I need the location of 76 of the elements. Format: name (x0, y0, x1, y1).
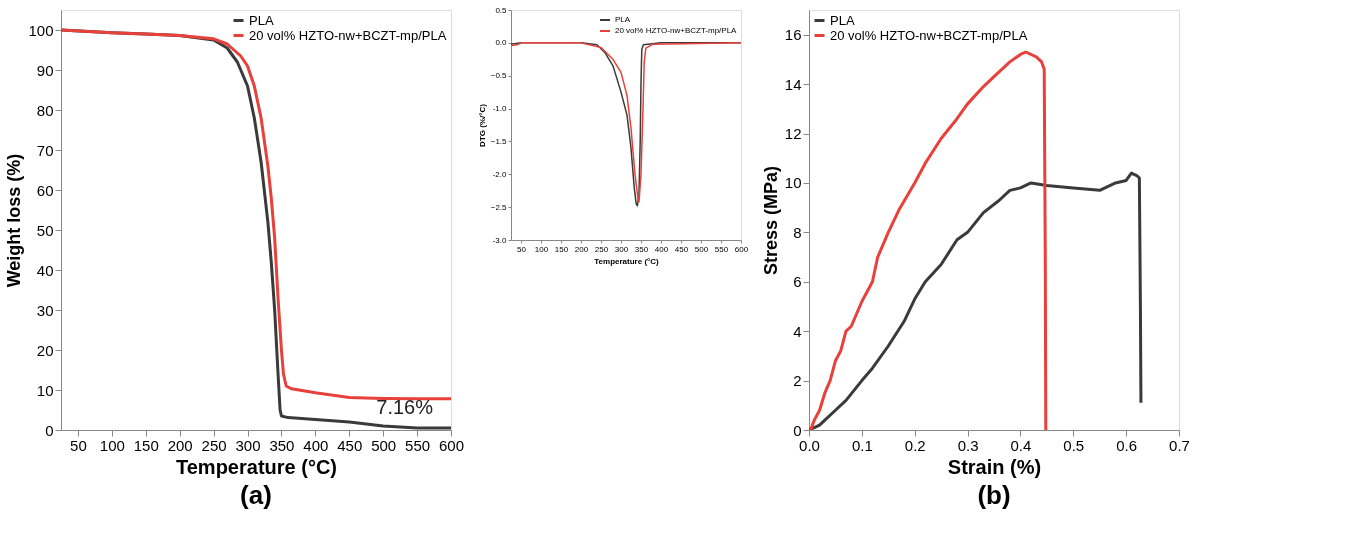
y-axis-title: DTG (%/°C) (477, 103, 487, 147)
y-tick-label: 10 (784, 174, 802, 192)
y-axis-title: Weight loss (%) (4, 153, 25, 288)
y-tick-label: 60 (36, 181, 54, 199)
x-tick-label: 500 (371, 436, 397, 454)
x-tick-label: 50 (517, 244, 527, 254)
x-tick-label: 450 (337, 436, 363, 454)
x-tick-label: 250 (201, 436, 227, 454)
x-tick-label: 0.1 (851, 436, 873, 454)
x-tick-label: 100 (99, 436, 125, 454)
y-tick-label: 80 (36, 101, 54, 119)
x-axis-title: Temperature (°C) (176, 455, 337, 478)
x-tick-label: 400 (654, 244, 669, 254)
x-tick-label: 600 (734, 244, 749, 254)
y-tick-label: 10 (36, 381, 54, 399)
x-tick-label: 0.6 (1116, 436, 1138, 454)
y-tick-label: 100 (28, 21, 54, 39)
y-tick-label: −2.5 (490, 202, 508, 212)
y-tick-label: −1.5 (490, 136, 508, 146)
x-tick-label: 350 (269, 436, 295, 454)
x-tick-label: 150 (554, 244, 569, 254)
y-tick-label: 20 (36, 341, 54, 359)
legend-label: PLA (830, 12, 855, 28)
x-tick-label: 0.3 (957, 436, 979, 454)
y-tick-label: 30 (36, 301, 54, 319)
y-tick-label: 16 (784, 26, 802, 44)
y-tick-label: 90 (36, 61, 54, 79)
y-tick-label: -1.0 (492, 104, 508, 114)
x-tick-label: 0.2 (904, 436, 926, 454)
legend-label: 20 vol% HZTO-nw+BCZT-mp/PLA (615, 26, 738, 35)
y-tick-label: 70 (36, 141, 54, 159)
y-tick-label: 0.5 (495, 5, 508, 15)
y-tick-label: 0 (793, 421, 802, 439)
y-tick-label: 2 (793, 372, 802, 390)
x-tick-label: 0.4 (1010, 436, 1032, 454)
x-tick-label: 200 (574, 244, 589, 254)
x-tick-label: 250 (594, 244, 609, 254)
y-tick-label: 50 (36, 221, 54, 239)
y-axis-title: Stress (MPa) (760, 165, 781, 276)
x-tick-label: 200 (167, 436, 193, 454)
text: (a) (240, 480, 272, 510)
legend-label: 20 vol% HZTO-nw+BCZT-mp/PLA (830, 27, 1028, 43)
x-tick-label: 550 (405, 436, 431, 454)
x-tick-label: 350 (634, 244, 649, 254)
x-tick-label: 300 (614, 244, 629, 254)
x-tick-label: 550 (714, 244, 729, 254)
y-tick-label: 8 (793, 223, 802, 241)
x-tick-label: 400 (303, 436, 329, 454)
x-tick-label: 300 (235, 436, 261, 454)
x-tick-label: 450 (674, 244, 689, 254)
x-tick-label: 0.7 (1169, 436, 1190, 454)
x-tick-label: 50 (70, 436, 87, 454)
legend-label: PLA (249, 12, 274, 28)
y-tick-label: 40 (36, 261, 54, 279)
y-tick-label: -2.0 (492, 169, 508, 179)
y-tick-label: 14 (784, 75, 802, 93)
x-axis-title: Temperature (°C) (594, 256, 660, 266)
y-tick-label: -3.0 (492, 235, 508, 245)
x-tick-label: 150 (133, 436, 159, 454)
x-tick-label: 0.5 (1063, 436, 1085, 454)
y-tick-label: 4 (793, 322, 802, 340)
x-tick-label: 600 (438, 436, 465, 454)
legend-label: 20 vol% HZTO-nw+BCZT-mp/PLA (249, 27, 447, 43)
y-tick-label: 12 (784, 125, 802, 143)
x-tick-label: 500 (694, 244, 709, 254)
y-tick-label: 6 (793, 273, 802, 291)
y-tick-label: −0.5 (490, 71, 508, 81)
x-tick-label: 100 (534, 244, 549, 254)
line-series (809, 171, 1143, 430)
annotation: 7.16% (376, 396, 434, 418)
line-series (809, 50, 1048, 430)
legend-label: PLA (615, 15, 631, 24)
x-axis-title: Strain (%) (947, 455, 1042, 478)
y-tick-label: 0.0 (495, 38, 508, 48)
y-tick-label: 0 (45, 421, 54, 439)
text: (b) (977, 480, 1011, 510)
